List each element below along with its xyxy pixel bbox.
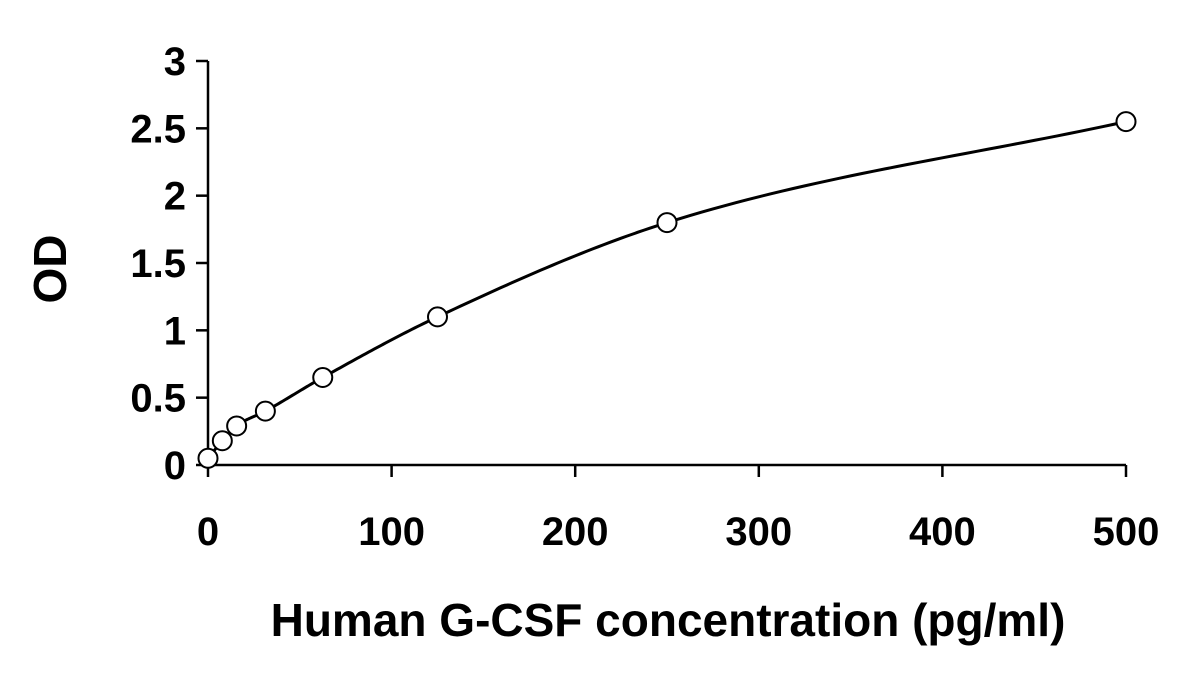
data-point: [226, 415, 248, 437]
data-point: [254, 400, 276, 422]
data-point: [427, 306, 448, 328]
y-tick-label: 3: [164, 40, 186, 84]
data-point: [1115, 111, 1137, 133]
fit-curve-layer: [206, 120, 1127, 460]
x-tick-label: 0: [197, 510, 219, 554]
x-tick-label: 100: [358, 510, 425, 554]
y-tick-label: 0: [164, 444, 186, 488]
x-tick-label: 200: [542, 510, 609, 554]
y-tick-label: 2.5: [130, 107, 186, 151]
data-point: [211, 430, 233, 452]
y-tick-label: 1: [164, 309, 186, 353]
fit-curve: [206, 120, 1127, 460]
x-tick-label: 400: [909, 510, 976, 554]
x-axis-title: Human G-CSF concentration (pg/ml): [271, 594, 1066, 646]
data-points: [197, 111, 1137, 469]
x-axis: 0 100 200 300 400 500: [197, 463, 1160, 554]
y-tick-label: 2: [164, 175, 186, 219]
x-tick-label: 500: [1093, 510, 1160, 554]
y-tick-label: 0.5: [130, 377, 186, 421]
plot-area: 0 0.5 1 1.5 2 2.5 3 0 100 200 300 400 500: [130, 40, 1159, 554]
y-tick-label: 1.5: [130, 242, 186, 286]
data-point: [656, 212, 678, 234]
y-axis-title: OD: [24, 235, 76, 304]
x-tick-label: 300: [725, 510, 792, 554]
y-axis: 0 0.5 1 1.5 2 2.5 3: [130, 40, 210, 488]
data-point: [312, 366, 334, 388]
data-point: [197, 447, 219, 469]
